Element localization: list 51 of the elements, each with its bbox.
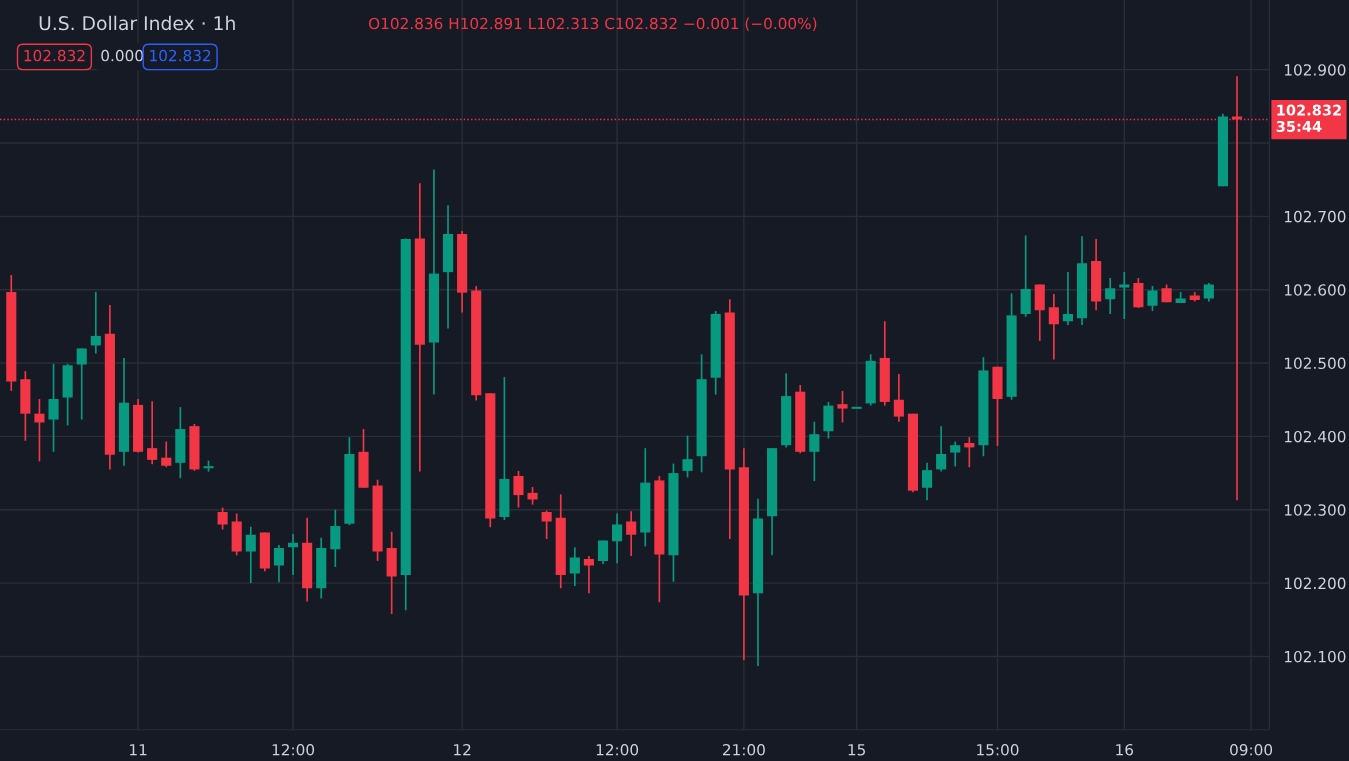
y-tick-label: 102.500 [1284, 357, 1346, 370]
candlestick [612, 512, 623, 565]
y-tick-label: 102.300 [1284, 504, 1346, 516]
ref-line-label: 102.832 35:44 [1276, 104, 1341, 132]
candlestick [1119, 271, 1130, 320]
candlestick [950, 440, 961, 468]
y-tick-label: 102.400 [1284, 430, 1346, 443]
x-tick-label: 15 [848, 744, 865, 756]
candlestick [921, 461, 933, 502]
candlestick [217, 506, 228, 531]
candlestick [936, 425, 947, 473]
candlestick [1147, 285, 1158, 312]
candlestick [147, 400, 158, 466]
x-tick-label: 12 [454, 743, 471, 756]
x-tick-label: 15:00 [977, 743, 1019, 756]
annotation: O102.836 H102.891 L102.313 C102.832 −0.001 (−0.00%) [368, 17, 817, 32]
x-tick-label: 12:00 [272, 743, 315, 756]
x-tick-label: 16 [1116, 743, 1134, 756]
candlestick [893, 373, 904, 423]
candlestick [1105, 277, 1116, 315]
y-tick-label: 102.600 [1284, 284, 1346, 296]
candlestick [569, 546, 580, 587]
x-tick-label: 11 [130, 744, 147, 756]
candlestick [837, 390, 848, 424]
candlestick [626, 510, 637, 557]
candlestick [330, 508, 341, 568]
y-tick-label: 102.700 [1284, 210, 1346, 223]
candlestick [583, 555, 594, 595]
y-tick-label: 102.900 [1284, 64, 1346, 76]
text: U.S. Dollar Index · 1h [39, 15, 235, 31]
candlestick [809, 420, 820, 482]
candlestick [1203, 282, 1214, 303]
y-tick-label: 102.200 [1284, 577, 1346, 590]
x-tick-label: 12:00 [596, 743, 639, 756]
annotation: 102.832 [150, 49, 211, 62]
candlestick [245, 525, 256, 584]
x-tick-label: 21:00 [723, 743, 765, 756]
annotation: 102.832 [24, 49, 85, 62]
candlestick [1048, 293, 1059, 361]
candlestick [76, 347, 87, 421]
candlestick [273, 544, 285, 584]
candlestick [1062, 271, 1074, 326]
candlestick [161, 440, 172, 469]
candlestick [34, 398, 45, 463]
y-tick-label: 102.100 [1284, 650, 1346, 663]
candlestick [513, 470, 524, 509]
candlestick [541, 509, 552, 540]
candlestick [90, 291, 101, 355]
candlestick [682, 434, 693, 479]
x-tick-label: 09:00 [1230, 743, 1273, 756]
candlestick [48, 362, 59, 453]
